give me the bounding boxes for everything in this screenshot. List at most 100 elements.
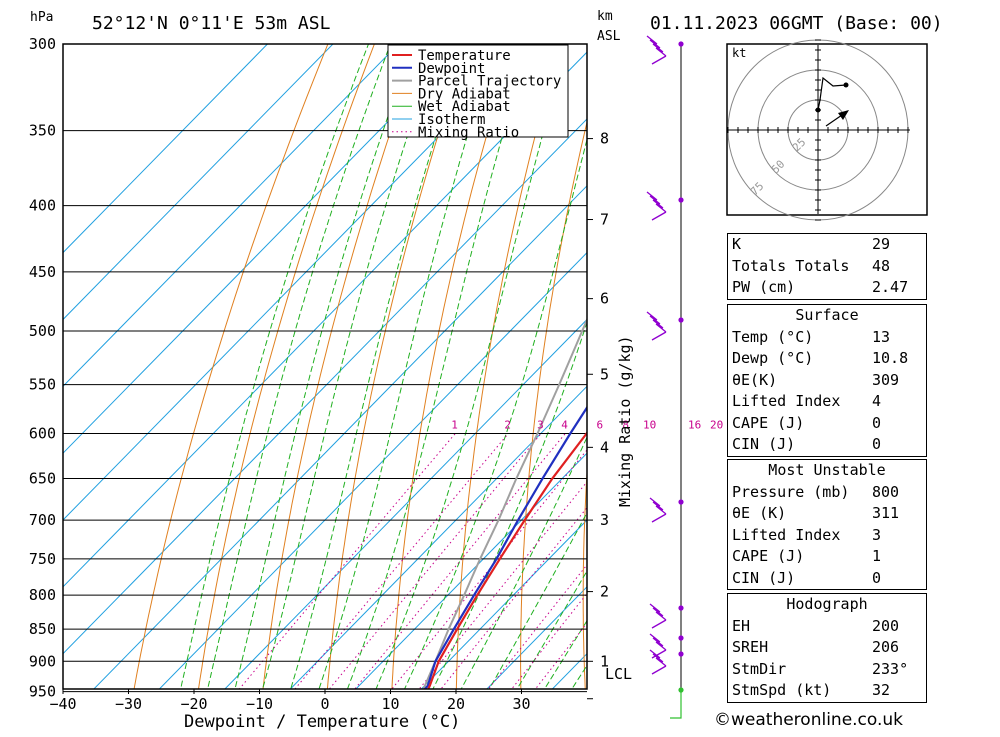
temperature-tick-label: 10 (381, 695, 399, 713)
legend-entry: Wet Adiabat (418, 99, 511, 115)
dry-adiabat-line (326, 44, 468, 689)
profile-series (422, 317, 587, 689)
index-row: CIN (J) 0 (728, 434, 926, 456)
index-row: SREH 206 (728, 637, 926, 659)
index-key: Pressure (mb) (732, 482, 850, 501)
index-row: CAPE (J) 0 (728, 413, 926, 435)
index-key: θE(K) (732, 370, 778, 389)
index-value: 0 (872, 413, 882, 432)
index-key: CAPE (J) (732, 547, 805, 565)
wet-adiabat-line (375, 44, 569, 689)
mixing-ratio-tick-label: 6 (597, 418, 604, 431)
mixing-ratio-tick-label: 4 (561, 418, 568, 431)
index-row: Pressure (mb) 800 (728, 482, 926, 504)
background-lines (63, 44, 587, 689)
mixing-ratio-tick-label: 8 (622, 418, 629, 431)
index-row: Temp (°C) 13 (728, 327, 926, 349)
most-unstable-table: Most Unstable Pressure (mb) 800 θE (K) 311 Li… (727, 459, 927, 590)
index-key: SREH (732, 638, 769, 656)
wind-barb (646, 311, 667, 341)
table-title: Most Unstable (768, 461, 886, 479)
pressure-tick-label: 800 (29, 586, 56, 604)
wind-barb (646, 191, 667, 221)
wind-level-dot (678, 317, 684, 323)
mixing-ratio-tick-label: 16 (688, 418, 701, 431)
temperature-tick-label: −10 (246, 695, 273, 713)
index-row: CAPE (J) 1 (728, 546, 926, 568)
wet-adiabat-line (460, 436, 587, 689)
temperature-tick-label: 30 (512, 695, 530, 713)
isotherm-line (63, 44, 400, 388)
wind-barb (649, 649, 667, 675)
index-value: 200 (872, 616, 900, 635)
hodograph-point (843, 82, 849, 88)
index-row: EH 200 (728, 616, 926, 638)
datetime-title: 01.11.2023 06GMT (Base: 00) (650, 13, 943, 34)
temperature-line (427, 430, 587, 689)
index-key: Lifted Index (732, 525, 841, 544)
altitude-tick-label: 7 (600, 211, 609, 229)
legend-entry: Parcel Trajectory (418, 74, 561, 90)
altitude-unit-label: km (597, 9, 613, 24)
dewpoint-line (423, 405, 587, 689)
index-row: CIN (J) 0 (728, 568, 926, 590)
temperature-tick-label: −40 (49, 695, 76, 713)
wet-adiabat-line (318, 44, 497, 689)
index-value: 311 (872, 504, 900, 522)
temperature-tick-label: 0 (320, 695, 329, 713)
wind-barb (649, 603, 667, 629)
storm-motion-arrow (825, 114, 843, 127)
index-row: StmSpd (kt) 32 (728, 680, 926, 702)
index-value: 1 (872, 547, 882, 565)
wet-adiabat-line (234, 44, 415, 689)
index-row: Totals Totals 48 (728, 256, 926, 278)
legend-entry: Dry Adiabat (418, 86, 511, 102)
hodograph-trace (817, 76, 847, 111)
mixing-ratio-line (391, 449, 587, 689)
legend-entry: Temperature (418, 48, 511, 64)
wind-barb (649, 497, 667, 523)
pressure-tick-label: 850 (29, 620, 56, 638)
wet-adiabat-line (516, 570, 587, 689)
index-value: 2.47 (872, 278, 909, 296)
wet-adiabat-line (180, 44, 370, 689)
pressure-tick-label: 550 (29, 376, 56, 394)
mixing-ratio-tick-label: 3 (537, 418, 544, 431)
mixing-ratio-tick-label: 1 (451, 418, 458, 431)
lcl-label: LCL (605, 665, 632, 683)
isotherm-line (63, 44, 334, 321)
dry-adiabat-line (133, 44, 329, 689)
altitude-tick-label: 1 (600, 652, 609, 670)
altitude-tick-labels: 1 2 3 4 5 6 7 8 (587, 130, 609, 700)
index-row: Lifted Index 3 (728, 525, 926, 547)
wind-level-dot (678, 197, 684, 203)
index-value: 4 (872, 392, 882, 410)
storm-motion-arrowhead (838, 110, 849, 120)
x-axis-label: Dewpoint / Temperature (°C) (184, 712, 460, 732)
pressure-tick-label: 900 (29, 652, 56, 670)
temperature-tick-label: 20 (447, 695, 465, 713)
mixing-ratio-line (328, 433, 542, 689)
index-row: Dewp (°C) 10.8 (728, 348, 926, 370)
index-key: θE (K) (732, 504, 787, 522)
isotherm-line (224, 318, 587, 689)
altitude-tick-label: 8 (600, 130, 609, 148)
table-title: Hodograph (786, 595, 868, 613)
pressure-tick-label: 950 (29, 683, 56, 701)
mixing-ratio-line (511, 592, 587, 689)
altitude-tick-label: 3 (600, 511, 609, 529)
legend-entry: Mixing Ratio (418, 125, 519, 141)
legend-box (387, 44, 569, 138)
index-key: Temp (°C) (732, 327, 814, 346)
wind-barb (670, 690, 682, 719)
legend-entry: Dewpoint (418, 61, 485, 77)
wet-adiabat-line (432, 320, 587, 689)
indices-table: K 29 Totals Totals 48 PW (cm) 2.47 (727, 233, 927, 300)
pressure-unit-label: hPa (30, 10, 53, 25)
index-value: 10.8 (872, 349, 909, 367)
mixing-ratio-tick-label: 10 (643, 418, 656, 431)
index-key: CAPE (J) (732, 413, 805, 432)
